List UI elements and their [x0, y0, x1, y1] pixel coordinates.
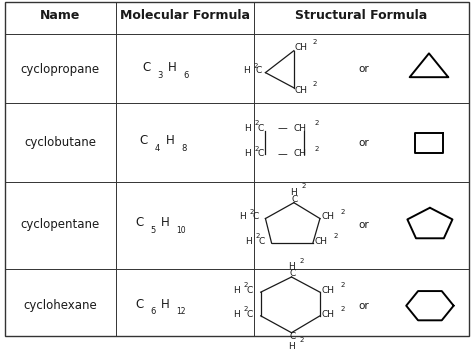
Text: CH: CH: [322, 212, 335, 221]
Text: C: C: [142, 61, 150, 74]
Text: CH: CH: [295, 44, 308, 52]
Text: 6: 6: [150, 307, 155, 316]
Text: 6: 6: [183, 71, 189, 80]
Text: 2: 2: [253, 63, 257, 69]
Text: 2: 2: [255, 120, 259, 126]
Text: C: C: [256, 66, 262, 75]
Text: 2: 2: [244, 282, 248, 288]
Text: cyclohexane: cyclohexane: [24, 299, 97, 312]
Text: H: H: [243, 66, 249, 75]
Text: H: H: [290, 188, 297, 197]
Text: 2: 2: [313, 81, 317, 88]
Text: 2: 2: [314, 120, 319, 126]
Text: or: or: [359, 138, 369, 148]
Text: Structural Formula: Structural Formula: [295, 9, 428, 22]
Text: 2: 2: [313, 39, 317, 45]
Text: H: H: [288, 262, 294, 272]
Text: C: C: [246, 286, 253, 295]
Text: C: C: [253, 212, 259, 221]
Text: CH: CH: [315, 237, 328, 246]
Text: CH: CH: [295, 86, 308, 95]
Text: cyclopropane: cyclopropane: [21, 63, 100, 76]
Text: Name: Name: [40, 9, 81, 22]
Text: C: C: [259, 237, 265, 246]
Text: H: H: [168, 61, 177, 74]
Text: C: C: [135, 297, 143, 311]
Text: 2: 2: [250, 209, 254, 215]
Text: 2: 2: [341, 209, 345, 215]
Text: or: or: [359, 301, 369, 311]
Text: 2: 2: [299, 337, 303, 343]
Text: CH: CH: [322, 310, 335, 319]
Text: 2: 2: [301, 184, 306, 190]
Text: 12: 12: [176, 307, 186, 316]
Text: 2: 2: [244, 306, 248, 312]
Text: CH: CH: [294, 149, 307, 158]
Text: 2: 2: [255, 146, 259, 151]
Text: or: or: [359, 64, 369, 74]
Text: H: H: [233, 310, 240, 319]
Text: C: C: [290, 269, 296, 278]
Text: 5: 5: [150, 226, 155, 235]
Text: H: H: [233, 286, 240, 295]
Text: 2: 2: [314, 146, 319, 151]
Text: C: C: [292, 195, 298, 204]
Text: C: C: [257, 124, 264, 133]
Text: 2: 2: [341, 306, 345, 312]
Text: cyclopentane: cyclopentane: [21, 218, 100, 231]
Text: 4: 4: [155, 144, 160, 153]
Text: Molecular Formula: Molecular Formula: [120, 9, 250, 22]
Text: C: C: [257, 149, 264, 158]
Text: 2: 2: [256, 233, 260, 239]
Text: or: or: [359, 220, 369, 230]
Text: —: —: [277, 149, 287, 159]
Text: C: C: [290, 332, 296, 341]
Text: C: C: [135, 216, 143, 229]
Text: C: C: [140, 134, 148, 147]
Text: 3: 3: [157, 71, 163, 80]
Text: 8: 8: [181, 144, 186, 153]
Text: 2: 2: [334, 233, 338, 239]
Text: H: H: [246, 237, 252, 246]
Text: 2: 2: [299, 258, 303, 264]
Text: CH: CH: [322, 286, 335, 295]
Text: H: H: [166, 134, 174, 147]
Text: H: H: [161, 216, 170, 229]
Text: cyclobutane: cyclobutane: [25, 136, 96, 149]
Text: C: C: [246, 310, 253, 319]
Text: CH: CH: [294, 124, 307, 133]
Text: 2: 2: [341, 282, 345, 288]
Text: H: H: [239, 212, 246, 221]
Text: H: H: [244, 124, 251, 133]
Text: H: H: [244, 149, 251, 158]
Text: H: H: [288, 342, 294, 349]
Text: H: H: [161, 297, 170, 311]
Text: —: —: [277, 123, 287, 133]
Text: 10: 10: [176, 226, 186, 235]
